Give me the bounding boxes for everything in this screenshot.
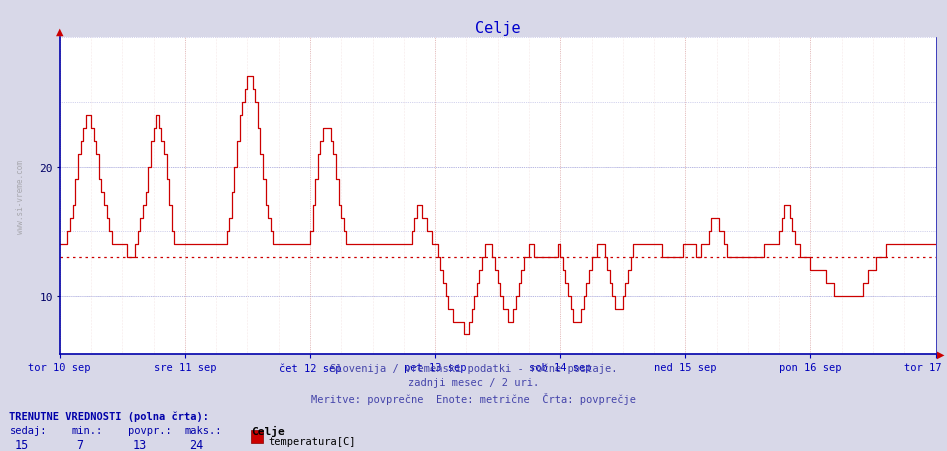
Title: Celje: Celje (474, 21, 521, 36)
Text: ▲: ▲ (56, 27, 63, 37)
Text: 24: 24 (189, 438, 204, 451)
Text: zadnji mesec / 2 uri.: zadnji mesec / 2 uri. (408, 377, 539, 387)
Text: min.:: min.: (71, 425, 102, 435)
Text: TRENUTNE VREDNOSTI (polna črta):: TRENUTNE VREDNOSTI (polna črta): (9, 410, 209, 421)
Text: sedaj:: sedaj: (9, 425, 47, 435)
Text: ▶: ▶ (938, 349, 945, 359)
Text: temperatura[C]: temperatura[C] (268, 436, 355, 446)
Text: povpr.:: povpr.: (128, 425, 171, 435)
Text: Celje: Celje (251, 425, 285, 436)
Text: Slovenija / vremenski podatki - ročne postaje.: Slovenija / vremenski podatki - ročne po… (330, 363, 617, 373)
Text: maks.:: maks.: (185, 425, 223, 435)
Text: www.si-vreme.com: www.si-vreme.com (16, 159, 25, 233)
Text: 15: 15 (14, 438, 28, 451)
Text: 7: 7 (76, 438, 83, 451)
Text: Meritve: povprečne  Enote: metrične  Črta: povprečje: Meritve: povprečne Enote: metrične Črta:… (311, 392, 636, 404)
Text: 13: 13 (133, 438, 147, 451)
